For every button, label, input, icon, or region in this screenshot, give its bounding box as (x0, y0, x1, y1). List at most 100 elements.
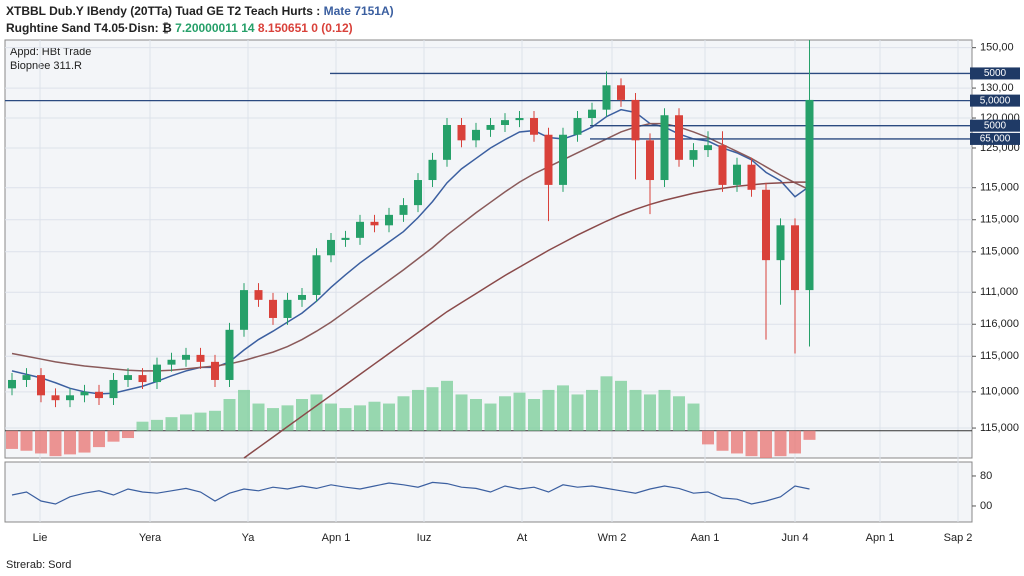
volume-bar (789, 430, 801, 454)
volume-bar (93, 430, 105, 448)
x-tick-label: At (517, 532, 527, 544)
y-tick-label: 130,00 (980, 82, 1014, 94)
x-tick-label: Ya (242, 532, 256, 544)
volume-bar (107, 430, 120, 442)
candle-body (153, 364, 161, 383)
volume-bar (600, 376, 613, 431)
volume-bar (209, 410, 221, 431)
candle-body (414, 180, 422, 206)
candle-body (254, 290, 263, 300)
x-tick-label: Yera (139, 532, 162, 544)
header-text: Rughtine Sand T4.05·Disn: ₿ (6, 21, 172, 35)
header-line1: XTBBL Dub.Y IBendy (20TTa) Tuad GE T2 Te… (6, 4, 394, 18)
candle-body (573, 118, 582, 135)
annotation: Appd: HBt Trade (10, 46, 91, 58)
header-up: 7.20000011 14 (175, 21, 255, 35)
y-tick-label: 115,000 (980, 350, 1019, 362)
volume-bar (136, 421, 149, 431)
level-tag (970, 67, 1020, 80)
x-tick-label: Sap 2 (944, 532, 973, 544)
candle-body (588, 109, 596, 119)
candle-body (240, 290, 248, 330)
volume-bar (586, 389, 598, 431)
y-tick-label: 115,000 (980, 182, 1019, 194)
candle-body (51, 395, 60, 401)
annotation: Biopnee 311.R (10, 60, 82, 72)
candle-body (22, 375, 31, 380)
candle-body (269, 299, 277, 318)
candle-body (791, 225, 799, 291)
volume-bar (644, 394, 656, 431)
footer: Strerab: Sord (6, 559, 71, 571)
y-tick-label: 150,00 (980, 42, 1014, 54)
volume-bar (165, 417, 178, 431)
x-tick-label: Aan 1 (691, 532, 720, 544)
volume-bar (368, 401, 381, 431)
y-tick-label: 115,000 (980, 422, 1019, 434)
candle-body (559, 134, 567, 185)
volume-bar (455, 394, 468, 431)
candle-body (501, 120, 509, 125)
volume-bar (122, 430, 134, 439)
volume-bar (673, 396, 685, 431)
volume-bar (615, 380, 627, 431)
volume-bar (441, 380, 453, 431)
volume-bar (238, 389, 250, 431)
candle-body (283, 299, 292, 318)
candle-body (225, 329, 234, 380)
candle-body (646, 140, 654, 181)
volume-bar (397, 396, 410, 431)
volume-bar (499, 396, 511, 431)
volume-bar (716, 430, 729, 451)
candle-body (805, 99, 814, 291)
volume-bar (484, 403, 497, 431)
candle-body (443, 124, 451, 160)
volume-bar (426, 387, 439, 431)
candle-body (312, 255, 321, 295)
candle-body (602, 85, 611, 110)
level-label: 5000 (984, 68, 1007, 79)
volume-bar (513, 392, 526, 431)
volume-bar (20, 430, 33, 451)
volume-bar (731, 430, 743, 454)
candle-body (356, 221, 364, 238)
y-tick-label: 115,000 (980, 246, 1019, 258)
candle-body (689, 150, 698, 160)
candle-body (182, 354, 190, 360)
candle-body (298, 294, 306, 300)
volume-bar (6, 430, 18, 449)
volume-bar (339, 408, 352, 431)
x-tick-label: Iuz (417, 532, 432, 544)
candle-body (167, 359, 176, 365)
volume-bar (151, 419, 163, 431)
candle-body (211, 361, 219, 380)
volume-bar (412, 389, 424, 431)
candle-body (704, 145, 712, 151)
volume-bar (803, 430, 816, 440)
candle-body (660, 115, 669, 181)
y-tick-label: 115,000 (980, 214, 1019, 226)
x-tick-label: Wm 2 (598, 532, 627, 544)
level-label: 65,000 (980, 134, 1011, 145)
volume-bar (194, 412, 207, 431)
candle-body (544, 134, 553, 185)
candle-body (370, 221, 379, 226)
volume-bar (354, 405, 366, 431)
candle-body (733, 164, 741, 185)
candle-body (196, 354, 205, 362)
candle-body (747, 164, 756, 190)
level-tag (970, 119, 1020, 132)
x-tick-label: Apn 1 (322, 532, 351, 544)
candle-body (80, 391, 89, 396)
candle-body (138, 375, 147, 383)
volume-bar (557, 385, 569, 431)
volume-bar (687, 403, 700, 431)
x-tick-label: Apn 1 (866, 532, 895, 544)
moving-average (243, 181, 810, 459)
oscillator-line (11, 481, 810, 505)
level-label: 5000 (984, 120, 1007, 131)
candle-body (341, 237, 350, 240)
volume-bar (267, 408, 279, 431)
